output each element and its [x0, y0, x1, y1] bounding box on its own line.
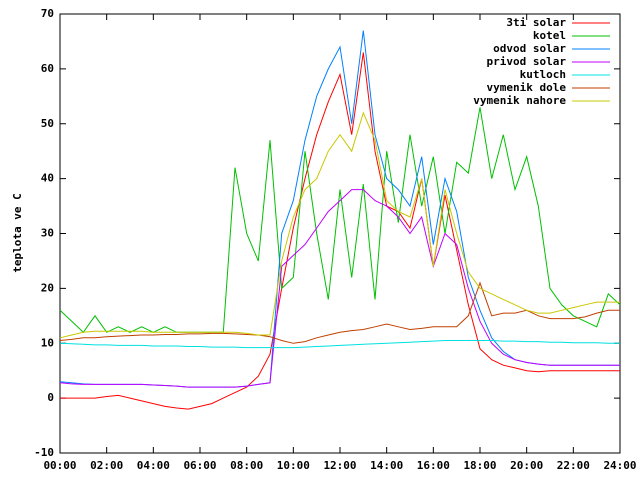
x-tick-label: 16:00 — [417, 459, 450, 472]
x-tick-label: 04:00 — [137, 459, 170, 472]
y-tick-label: 20 — [41, 281, 54, 294]
x-tick-label: 06:00 — [183, 459, 216, 472]
legend-label: kotel — [533, 29, 566, 42]
x-tick-label: 02:00 — [90, 459, 123, 472]
y-axis-label: teplota ve C — [11, 193, 24, 272]
y-tick-label: 70 — [41, 7, 54, 20]
x-tick-label: 22:00 — [557, 459, 590, 472]
series-line — [59, 111, 620, 339]
y-tick-label: 30 — [41, 227, 54, 240]
x-tick-label: 20:00 — [510, 459, 543, 472]
x-tick-label: 08:00 — [230, 459, 263, 472]
series-line — [59, 107, 621, 334]
legend-label: odvod solar — [493, 42, 566, 55]
x-tick-label: 18:00 — [463, 459, 496, 472]
legend-label: vymenik dole — [487, 81, 567, 94]
y-tick-label: 60 — [41, 62, 54, 75]
y-tick-label: 0 — [47, 391, 54, 404]
legend-label: kutloch — [520, 68, 566, 81]
x-tick-label: 12:00 — [323, 459, 356, 472]
series-line — [59, 340, 620, 349]
legend-label: privod solar — [487, 55, 567, 68]
x-tick-label: 10:00 — [277, 459, 310, 472]
y-tick-label: 50 — [41, 117, 54, 130]
series-line — [59, 189, 620, 388]
x-tick-label: 00:00 — [43, 459, 76, 472]
series-line — [60, 52, 620, 410]
y-tick-label: 10 — [41, 336, 54, 349]
legend-label: 3ti solar — [506, 16, 566, 29]
y-tick-label: -10 — [34, 446, 54, 459]
x-tick-label: 14:00 — [370, 459, 403, 472]
y-tick-label: 40 — [41, 172, 54, 185]
series-line — [59, 281, 620, 344]
legend-label: vymenik nahore — [473, 94, 566, 107]
x-tick-label: 24:00 — [603, 459, 636, 472]
